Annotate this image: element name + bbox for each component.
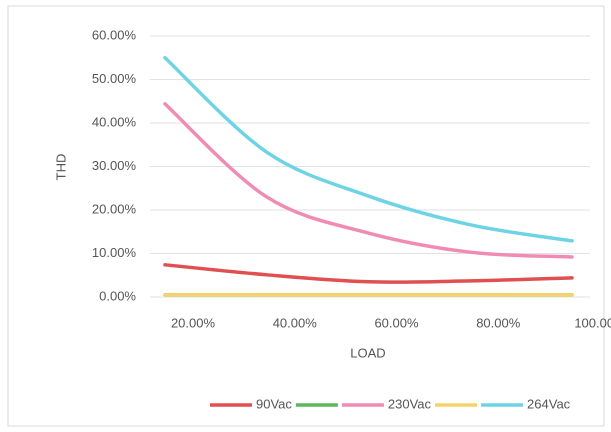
x-axis-label: LOAD — [350, 345, 385, 360]
y-tick-label: 20.00% — [92, 201, 137, 216]
y-tick-label: 40.00% — [92, 114, 137, 129]
x-tick-label: 100.00% — [574, 315, 611, 330]
x-tick-label: 20.00% — [171, 315, 216, 330]
y-tick-label: 50.00% — [92, 71, 137, 86]
y-tick-label: 60.00% — [92, 27, 137, 42]
y-tick-label: 30.00% — [92, 158, 137, 173]
legend-label: 230Vac — [388, 396, 432, 411]
legend-label: 90Vac — [256, 396, 292, 411]
y-axis-label: THD — [53, 154, 68, 181]
legend-label: 264Vac — [527, 396, 571, 411]
x-tick-label: 60.00% — [374, 315, 419, 330]
x-tick-label: 40.00% — [273, 315, 318, 330]
series-line — [163, 263, 574, 284]
y-tick-label: 10.00% — [92, 245, 137, 260]
x-tick-label: 80.00% — [476, 315, 521, 330]
series-line — [163, 56, 574, 243]
series-line — [163, 102, 574, 259]
y-tick-label: 0.00% — [99, 288, 136, 303]
